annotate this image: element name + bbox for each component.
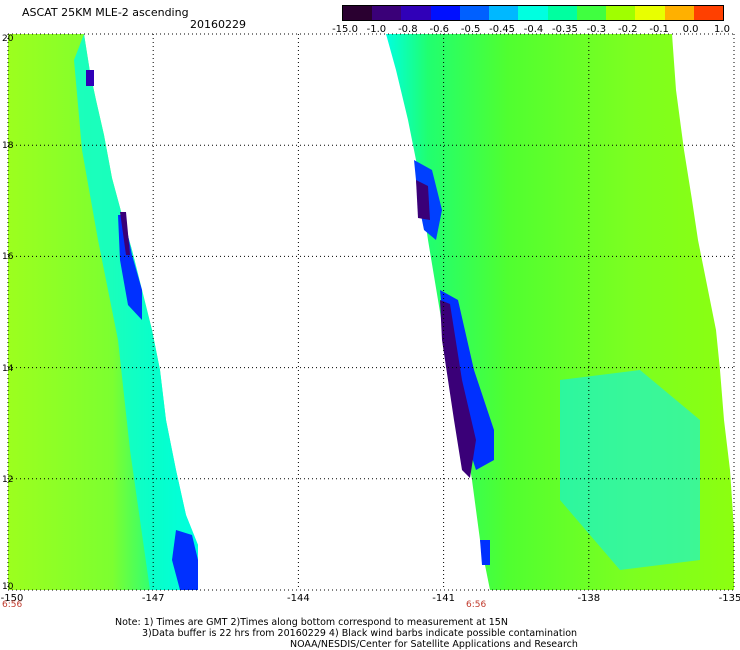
left-swath-blue (118, 215, 142, 320)
right-swath-purple2 (440, 300, 476, 478)
right-swath-blue3 (480, 540, 490, 565)
chart-date: 20160229 (190, 18, 246, 31)
colorbar-tick-label: 1.0 (714, 24, 730, 35)
colorbar-swatch (693, 6, 724, 20)
colorbar-swatch (343, 6, 373, 20)
colorbar-tick-label: -0.2 (617, 24, 638, 35)
colorbar-tick-label: 0.0 (682, 24, 699, 35)
note-line-2: 3)Data buffer is 22 hrs from 20160229 4)… (142, 628, 578, 639)
latitude-tick-label: 18 (2, 141, 14, 152)
time-label-left: 6:56 (2, 600, 23, 610)
left-swath-purple (120, 212, 130, 255)
latitude-tick-label: 16 (2, 252, 14, 263)
latitude-tick-label: 20 (2, 34, 14, 44)
right-swath-cyan (560, 370, 700, 570)
colorbar-tick-label: -0.1 (649, 24, 669, 35)
colorbar-swatch (430, 6, 460, 20)
colorbar-swatch (576, 6, 607, 20)
longitude-tick-label: -150 (0, 593, 24, 604)
colorbar-tick-label: -0.8 (398, 24, 418, 35)
colorbar-swatch (459, 6, 490, 20)
colorbar-swatch (401, 6, 431, 20)
credit-line: NOAA/NESDIS/Center for Satellite Applica… (290, 639, 578, 650)
colorbar-tick-label: -0.45 (489, 24, 516, 35)
colorbar-swatch (372, 6, 402, 20)
chart-title: ASCAT 25KM MLE-2 ascending (22, 6, 189, 19)
colorbar-swatch (635, 6, 665, 20)
colorbar-tick-label: -0.4 (523, 24, 544, 35)
right-swath-purple (416, 180, 430, 220)
colorbar-swatch (518, 6, 548, 20)
colorbar-swatch (664, 6, 694, 20)
latitude-tick-label: 10 (2, 582, 14, 592)
colorbar-tick-label: -0.3 (586, 24, 607, 35)
longitude-tick-label: -144 (287, 593, 310, 604)
longitude-tick-label: -147 (141, 593, 165, 604)
note-line-1: Note: 1) Times are GMT 2)Times along bot… (115, 617, 508, 628)
latitude-tick-label: 12 (2, 474, 14, 485)
colorbar-tick-label: -1.0 (366, 24, 387, 35)
longitude-tick-label: -141 (432, 593, 455, 604)
colorbar-tick-label: -0.35 (551, 24, 578, 35)
colorbar-tick-label: -0.5 (460, 24, 481, 35)
left-swath-blue-bottom (172, 530, 198, 590)
colorbar-swatch (547, 6, 577, 20)
colorbar (342, 5, 724, 21)
latitude-tick-label: 14 (2, 363, 14, 374)
longitude-tick-label: -138 (577, 593, 601, 604)
colorbar-swatch (606, 6, 636, 20)
longitude-tick-label: -135 (718, 593, 740, 604)
colorbar-tick-label: -15.0 (332, 24, 358, 35)
time-label-right: 6:56 (466, 600, 487, 610)
graticule (7, 33, 735, 591)
left-swath-blue-top (86, 70, 94, 86)
colorbar-tick-label: -0.6 (429, 24, 450, 35)
colorbar-swatch (489, 6, 519, 20)
